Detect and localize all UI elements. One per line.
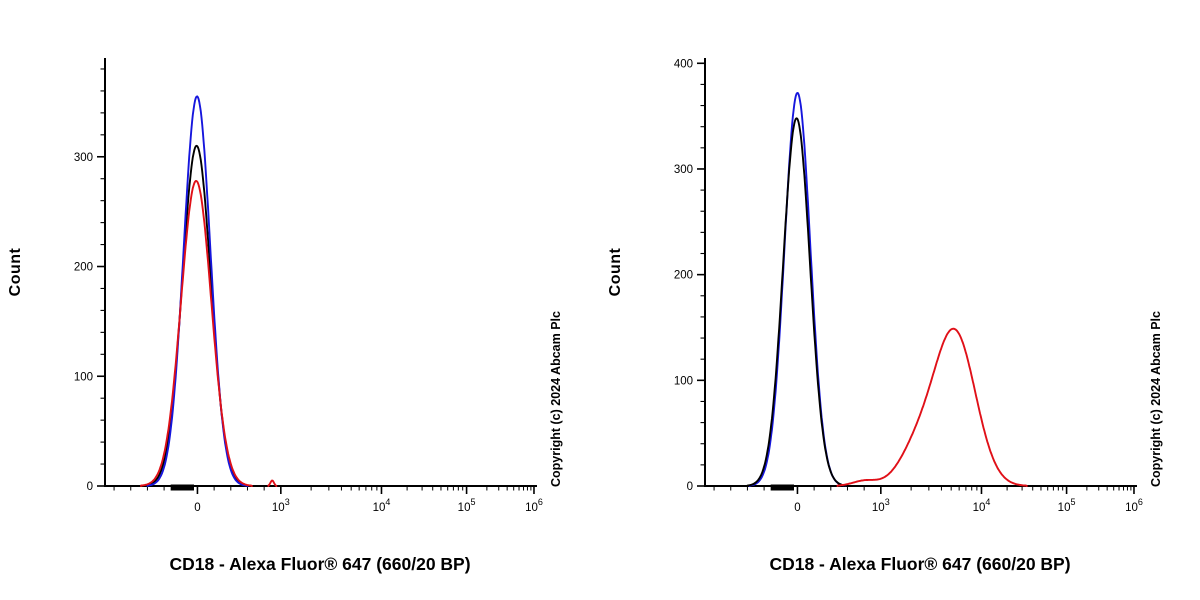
x-tick-label: 0 [194, 502, 200, 514]
series-red-histogram [836, 327, 1028, 487]
x-tick-label: 103 [272, 497, 290, 514]
series-black-histogram [143, 144, 251, 487]
y-tick-label: 0 [687, 481, 693, 493]
y-tick-label: 300 [74, 152, 93, 164]
y-tick-label: 100 [674, 375, 693, 387]
x-tick-label: 0 [794, 502, 800, 514]
flow-histogram-left: 0 100 200 300 0 103 104 105 106 [74, 58, 543, 514]
x-tick-label: 106 [525, 497, 543, 514]
x-tick-label: 106 [1125, 497, 1143, 514]
x-tick-label: 104 [373, 497, 391, 514]
x-tick-label: 104 [973, 497, 991, 514]
x-tick-label: 105 [1058, 497, 1076, 514]
y-tick-label: 100 [74, 371, 93, 383]
series-blue-histogram [748, 92, 848, 487]
series-red-histogram [140, 180, 278, 487]
series-black-histogram [746, 117, 848, 487]
copyright-text: Copyright (c) 2024 Abcam Plc [549, 311, 563, 487]
copyright-text: Copyright (c) 2024 Abcam Plc [1149, 311, 1163, 487]
axis-event-marker [770, 484, 794, 491]
axis-event-marker [170, 484, 194, 491]
series-blue-histogram [146, 95, 249, 487]
x-tick-label: 105 [458, 497, 476, 514]
panel-right: 0 100 200 300 400 0 103 104 105 106 Count CD18 - … [600, 0, 1200, 600]
x-axis-label: CD18 - Alexa Fluor® 647 (660/20 BP) [169, 554, 471, 574]
flow-histogram-right: 0 100 200 300 400 0 103 104 105 106 [674, 58, 1143, 514]
x-axis-label: CD18 - Alexa Fluor® 647 (660/20 BP) [769, 554, 1071, 574]
panel-left: 0 100 200 300 0 103 104 105 106 Count CD18 - Ale… [7, 58, 563, 574]
y-tick-label: 300 [674, 164, 693, 176]
y-tick-label: 0 [87, 481, 93, 493]
y-tick-label: 200 [674, 270, 693, 282]
y-tick-label: 400 [674, 58, 693, 70]
x-tick-label: 103 [872, 497, 890, 514]
y-axis-label: Count [607, 247, 624, 297]
y-axis-label: Count [7, 247, 24, 297]
axes [704, 58, 1137, 487]
y-tick-label: 200 [74, 262, 93, 274]
